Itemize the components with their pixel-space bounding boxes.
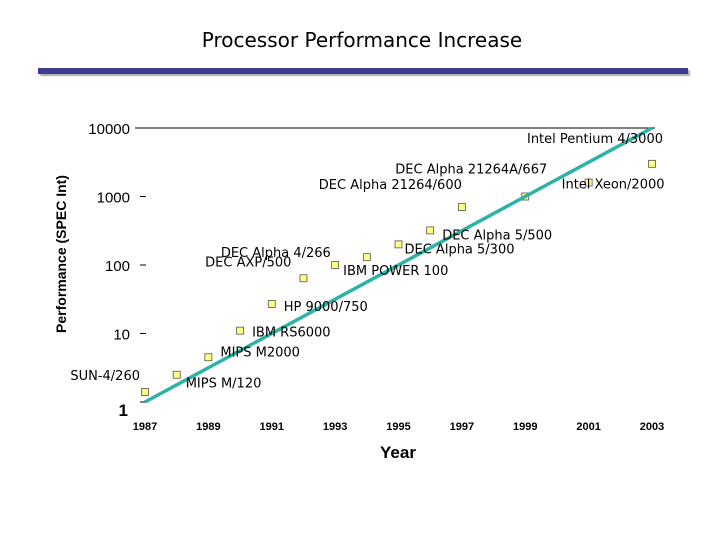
point-label: MIPS M2000 [220,345,300,360]
data-point [457,203,466,212]
data-point [394,240,403,249]
y-tick-label: 1000 [97,190,130,207]
x-tick-label: 2003 [640,421,664,433]
y-tick-label: 10 [113,327,130,344]
data-point [426,226,435,235]
y-axis-title: Performance (SPEC Int) [53,175,69,333]
data-point [172,370,181,379]
x-tick-label: 1989 [196,421,220,433]
title-underline [38,68,688,74]
x-tick-label: 1987 [133,421,157,433]
data-point [362,253,371,262]
x-tick-label: 1999 [513,421,537,433]
x-tick-label: 1991 [260,421,284,433]
point-label: DEC Alpha 5/300 [405,242,515,257]
x-axis: 1987 1989 1991 1993 1995 1997 1999 2001 2003 [133,421,664,433]
point-label: IBM RS6000 [252,326,330,341]
point-label: IBM POWER 100 [343,264,448,279]
data-points [141,159,656,396]
point-label: HP 9000/750 [284,300,368,315]
data-point [331,261,340,269]
y-axis: 1 10 100 1000 10000 [88,121,655,420]
y-tick-label: 100 [105,258,130,275]
x-axis-title: Year [380,443,416,462]
y-tick-label: 10000 [88,121,130,138]
slide-title: Processor Performance Increase [201,28,523,52]
data-point [584,178,593,187]
point-label: SUN-4/260 [70,369,140,384]
data-point [267,300,276,308]
point-label: Intel Pentium 4/3000 [527,132,663,147]
x-tick-label: 2001 [576,421,600,433]
trend-line-group [144,126,653,404]
data-point [648,159,656,168]
point-label: Intel Xeon/2000 [562,178,665,193]
y-tick-label: 1 [119,401,128,420]
point-labels: SUN-4/260 MIPS M/120 MIPS M2000 IBM RS6000 H… [70,132,664,392]
x-tick-label: 1993 [323,421,347,433]
point-label: DEC AXP/500 [205,255,291,270]
x-tick-label: 1995 [386,421,410,433]
point-label: MIPS M/120 [186,377,262,392]
data-point [299,274,308,283]
point-label: DEC Alpha 21264/600 [319,178,462,193]
point-label: DEC Alpha 21264A/667 [395,163,547,178]
x-tick-label: 1997 [450,421,474,433]
point-label: DEC Alpha 5/500 [442,228,552,243]
data-point [236,326,244,335]
data-point [204,353,213,362]
data-point [141,388,149,396]
point-label: DEC Alpha 4/266 [221,246,331,261]
trend-line [144,126,653,404]
